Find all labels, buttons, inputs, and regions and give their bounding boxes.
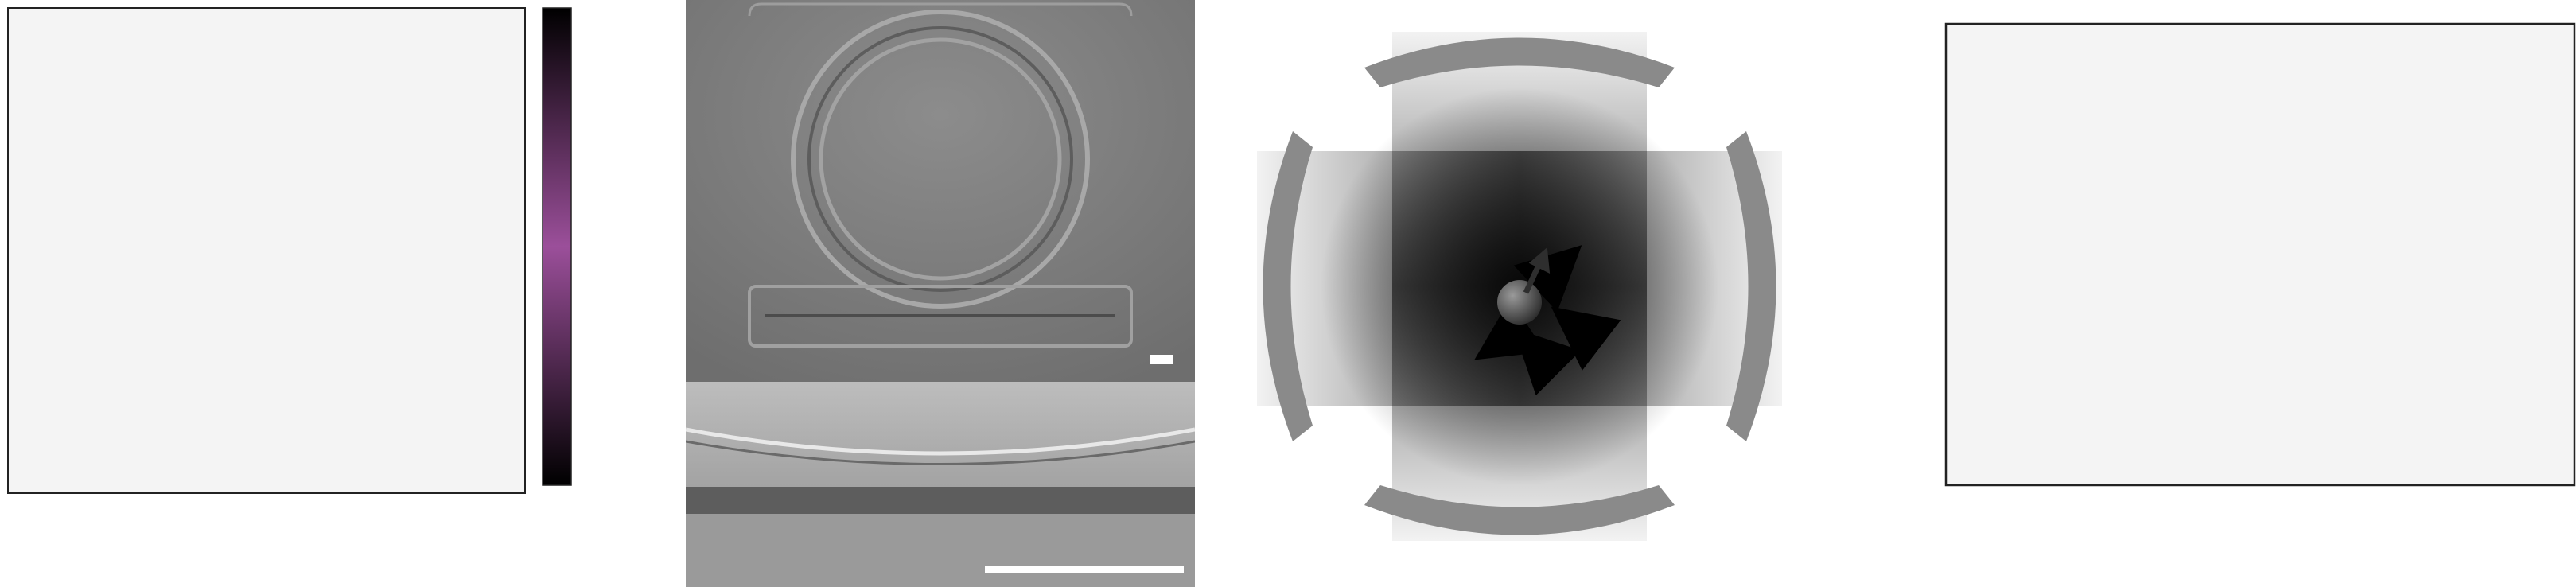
spectra-axes-frame: [7, 7, 526, 494]
temperature-colorbar: [542, 7, 572, 486]
purcell-chart: [1944, 22, 2576, 487]
scale-bar-bottom: [985, 566, 1184, 573]
waveguide-trench: [748, 285, 1133, 348]
purcell-axes-frame: [1944, 22, 2576, 487]
panel-schematic: [1225, 0, 1814, 587]
substrate-tilted: [686, 514, 1195, 587]
mirror-left: [1263, 131, 1313, 441]
ring-gap: [807, 26, 1073, 292]
mirror-top: [1364, 37, 1675, 87]
ring-shadow-tilted: [686, 440, 1195, 465]
sem-top-view: [686, 0, 1195, 382]
waveguide-tilted: [686, 487, 1195, 514]
mirror-right: [1726, 131, 1776, 441]
ring-edge-tilted: [686, 427, 1195, 456]
spectra-plot: [7, 7, 572, 494]
panel-purcell: [1806, 0, 2576, 587]
emitter-atom: [1497, 280, 1542, 325]
panel-sem-image: [686, 0, 1195, 587]
coupling-schematic: [1257, 32, 1782, 541]
purcell-axes-background: [1946, 24, 2574, 485]
ring-outer-edge: [791, 10, 1090, 309]
dipole-arrow: [1523, 247, 1551, 294]
ring-inner-edge: [819, 37, 1062, 281]
sem-trench-outline: [748, 2, 1133, 17]
sem-micrograph: [686, 0, 1195, 587]
panel-spectra: [0, 0, 668, 587]
mirror-bottom: [1364, 485, 1675, 535]
scale-bar-top: [1150, 355, 1173, 364]
